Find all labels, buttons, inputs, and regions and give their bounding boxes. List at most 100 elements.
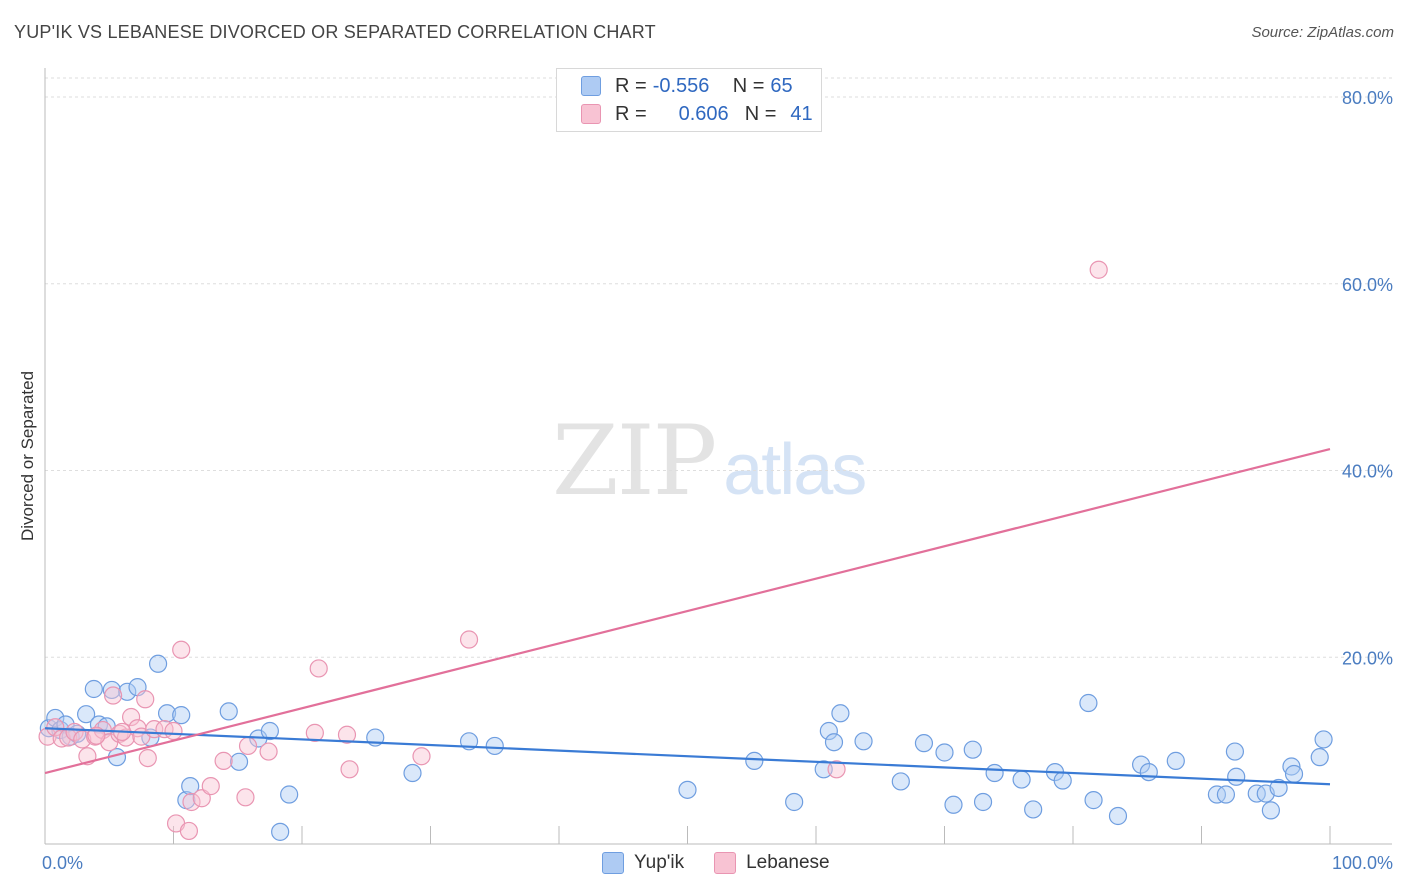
legend-n-value: 65 <box>770 74 793 97</box>
yupik-point <box>148 654 168 673</box>
yupik-point <box>181 777 200 796</box>
lebanese-point <box>138 748 157 768</box>
yupik-point <box>854 732 873 751</box>
yupik-trend-line <box>44 727 1331 786</box>
x-tick-label: 100.0% <box>1332 853 1393 873</box>
legend-item-label: Lebanese <box>746 852 830 873</box>
yupik-point <box>1139 763 1158 782</box>
legend-row-yupik: R = -0.556 N = 65 <box>581 74 793 98</box>
lebanese-point <box>164 721 183 741</box>
yupik-point <box>824 733 844 752</box>
lebanese-point <box>65 722 84 742</box>
yupik-point <box>1261 801 1280 820</box>
yupik-point <box>102 680 121 700</box>
y-tick-label: 60.0% <box>1342 275 1393 295</box>
legend-item-label: Yup'ik <box>634 852 685 873</box>
yupik-point <box>157 704 177 723</box>
yupik-point <box>1166 751 1185 770</box>
legend-item-yupik: Yup'ik <box>602 852 684 874</box>
axes <box>44 68 1392 845</box>
lebanese-point <box>309 659 328 678</box>
lebanese-point <box>827 760 846 779</box>
lebanese-point <box>136 690 155 709</box>
yupik-point <box>1284 764 1304 784</box>
yupik-point <box>1310 748 1329 767</box>
lebanese-point <box>182 792 201 812</box>
lebanese-point <box>412 747 431 766</box>
lebanese-point <box>192 789 211 808</box>
lebanese-point <box>459 630 479 649</box>
x-tick-label: 0.0% <box>42 853 83 873</box>
legend-n-label: N = <box>744 102 777 125</box>
y-axis-label: Divorced or Separated <box>18 371 37 541</box>
yupik-point <box>260 721 279 741</box>
lebanese-point <box>179 821 199 841</box>
legend-n-value: 41 <box>790 102 813 125</box>
y-tick-label: 80.0% <box>1342 88 1393 108</box>
legend-item-lebanese: Lebanese <box>714 852 830 874</box>
lebanese-point <box>121 707 141 727</box>
yupik-point <box>219 702 238 721</box>
series-legend: Yup'ik Lebanese <box>602 852 860 874</box>
yupik-point <box>785 792 804 812</box>
yupik-point <box>77 705 96 724</box>
yupik-swatch <box>581 76 601 96</box>
lebanese-point <box>259 742 278 761</box>
yupik-point <box>819 721 838 741</box>
lebanese-point <box>238 736 258 756</box>
yupik-point <box>1227 767 1246 786</box>
yupik-point <box>1132 755 1151 774</box>
yupik-point <box>1012 770 1031 789</box>
legend-n-label: N = <box>732 74 765 97</box>
lebanese-point <box>305 723 324 742</box>
yupik-point <box>1282 757 1301 776</box>
yupik-point <box>1314 730 1333 749</box>
trend-lines <box>44 447 1331 786</box>
yupik-point <box>745 751 764 770</box>
yupik-point <box>1084 791 1103 810</box>
yupik-point <box>118 682 137 701</box>
tick-labels: 20.0% 40.0% 60.0% 80.0% 0.0% 100.0% <box>42 88 1393 873</box>
lebanese-trend-line <box>44 447 1331 775</box>
yupik-point <box>485 736 504 756</box>
lebanese-point <box>172 640 191 659</box>
legend-r-value: 0.606 <box>678 102 729 125</box>
yupik-point <box>280 785 299 804</box>
yupik-point <box>1225 742 1245 761</box>
yupik-point <box>944 795 963 814</box>
watermark-zip: ZIP <box>552 405 717 517</box>
yupik-point <box>914 734 934 753</box>
lebanese-point <box>104 686 123 705</box>
yupik-point <box>1024 800 1043 819</box>
yupik-point <box>891 772 910 791</box>
yupik-point <box>1079 693 1098 713</box>
lebanese-point <box>340 760 359 779</box>
yupik-point <box>678 780 697 799</box>
chart-title: YUP'IK VS LEBANESE DIVORCED OR SEPARATED… <box>14 22 656 42</box>
legend-r-label: R = <box>615 74 647 97</box>
yupik-point <box>1269 778 1288 798</box>
yupik-point <box>1216 785 1236 804</box>
y-tick-label: 20.0% <box>1342 648 1393 668</box>
legend-r-value: -0.556 <box>652 74 710 97</box>
lebanese-point <box>337 725 357 744</box>
yupik-point <box>172 706 191 725</box>
yupik-point <box>963 740 982 759</box>
grid-lines <box>45 77 1392 658</box>
yupik-point <box>84 679 103 699</box>
yupik-point <box>814 760 833 779</box>
yupik-point <box>831 704 850 723</box>
legend-r-label: R = <box>615 102 647 125</box>
lebanese-point <box>1089 260 1108 279</box>
lebanese-swatch <box>581 104 601 124</box>
lebanese-point <box>236 788 255 807</box>
yupik-point <box>985 763 1004 783</box>
yupik-point <box>1053 771 1072 790</box>
correlation-legend: R = -0.556 N = 65 R = 0.606 N = 41 <box>556 68 822 132</box>
yupik-point <box>403 763 422 783</box>
lebanese-point <box>214 751 233 770</box>
yupik-point <box>935 743 954 762</box>
yupik-point <box>1108 806 1128 826</box>
yupik-point <box>271 822 290 841</box>
